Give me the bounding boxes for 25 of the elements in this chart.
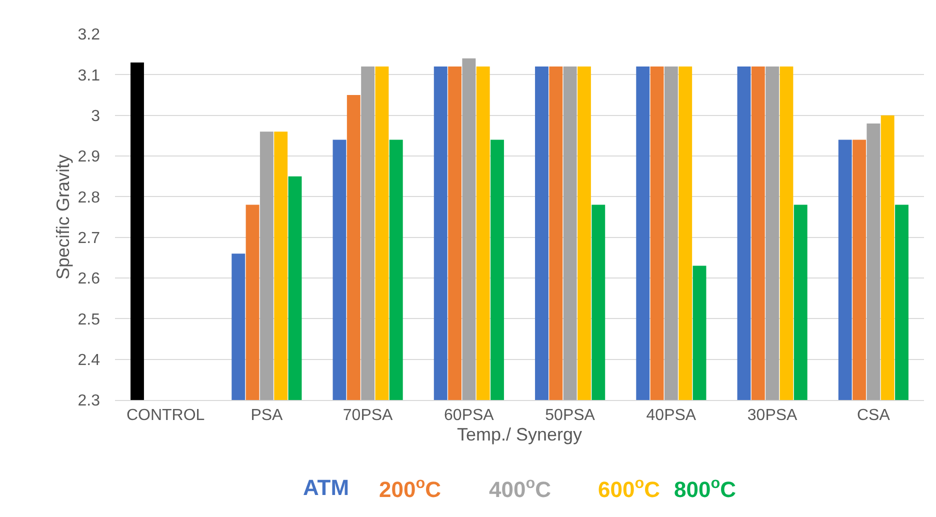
- x-tick-label: CSA: [856, 407, 890, 424]
- x-tick-label: 30PSA: [747, 407, 798, 424]
- y-tick-label: 2.3: [78, 392, 100, 410]
- y-tick-label: 2.4: [78, 352, 100, 369]
- series-label: ATM: [303, 475, 350, 500]
- x-tick-label: 50PSA: [545, 407, 596, 424]
- x-tick-label: 60PSA: [444, 407, 494, 424]
- y-tick-label: 2.8: [78, 189, 100, 206]
- y-tick-label: 2.7: [78, 230, 100, 247]
- x-tick-label: PSA: [250, 407, 284, 424]
- series-label: 200$^{o}$C: [379, 475, 442, 502]
- y-tick-label: 3: [91, 108, 100, 125]
- x-tick-label: 40PSA: [646, 407, 696, 424]
- x-tick-label: 70PSA: [342, 407, 394, 424]
- y-axis-title: Specific Gravity: [53, 154, 73, 280]
- y-tick-label: 2.5: [78, 311, 100, 328]
- y-tick-label: 3.2: [78, 26, 100, 44]
- series-label: 600$^{o}$C: [598, 475, 660, 502]
- y-tick-label: 2.6: [78, 270, 100, 288]
- series-label: 400$^{o}$C: [489, 475, 552, 502]
- x-tick-label: CONTROL: [126, 407, 205, 424]
- x-axis-title: Temp./ Synergy: [456, 424, 582, 444]
- series-label: 800$^{o}$C: [674, 475, 736, 502]
- y-tick-label: 2.9: [78, 148, 100, 166]
- y-tick-label: 3.1: [78, 67, 100, 84]
